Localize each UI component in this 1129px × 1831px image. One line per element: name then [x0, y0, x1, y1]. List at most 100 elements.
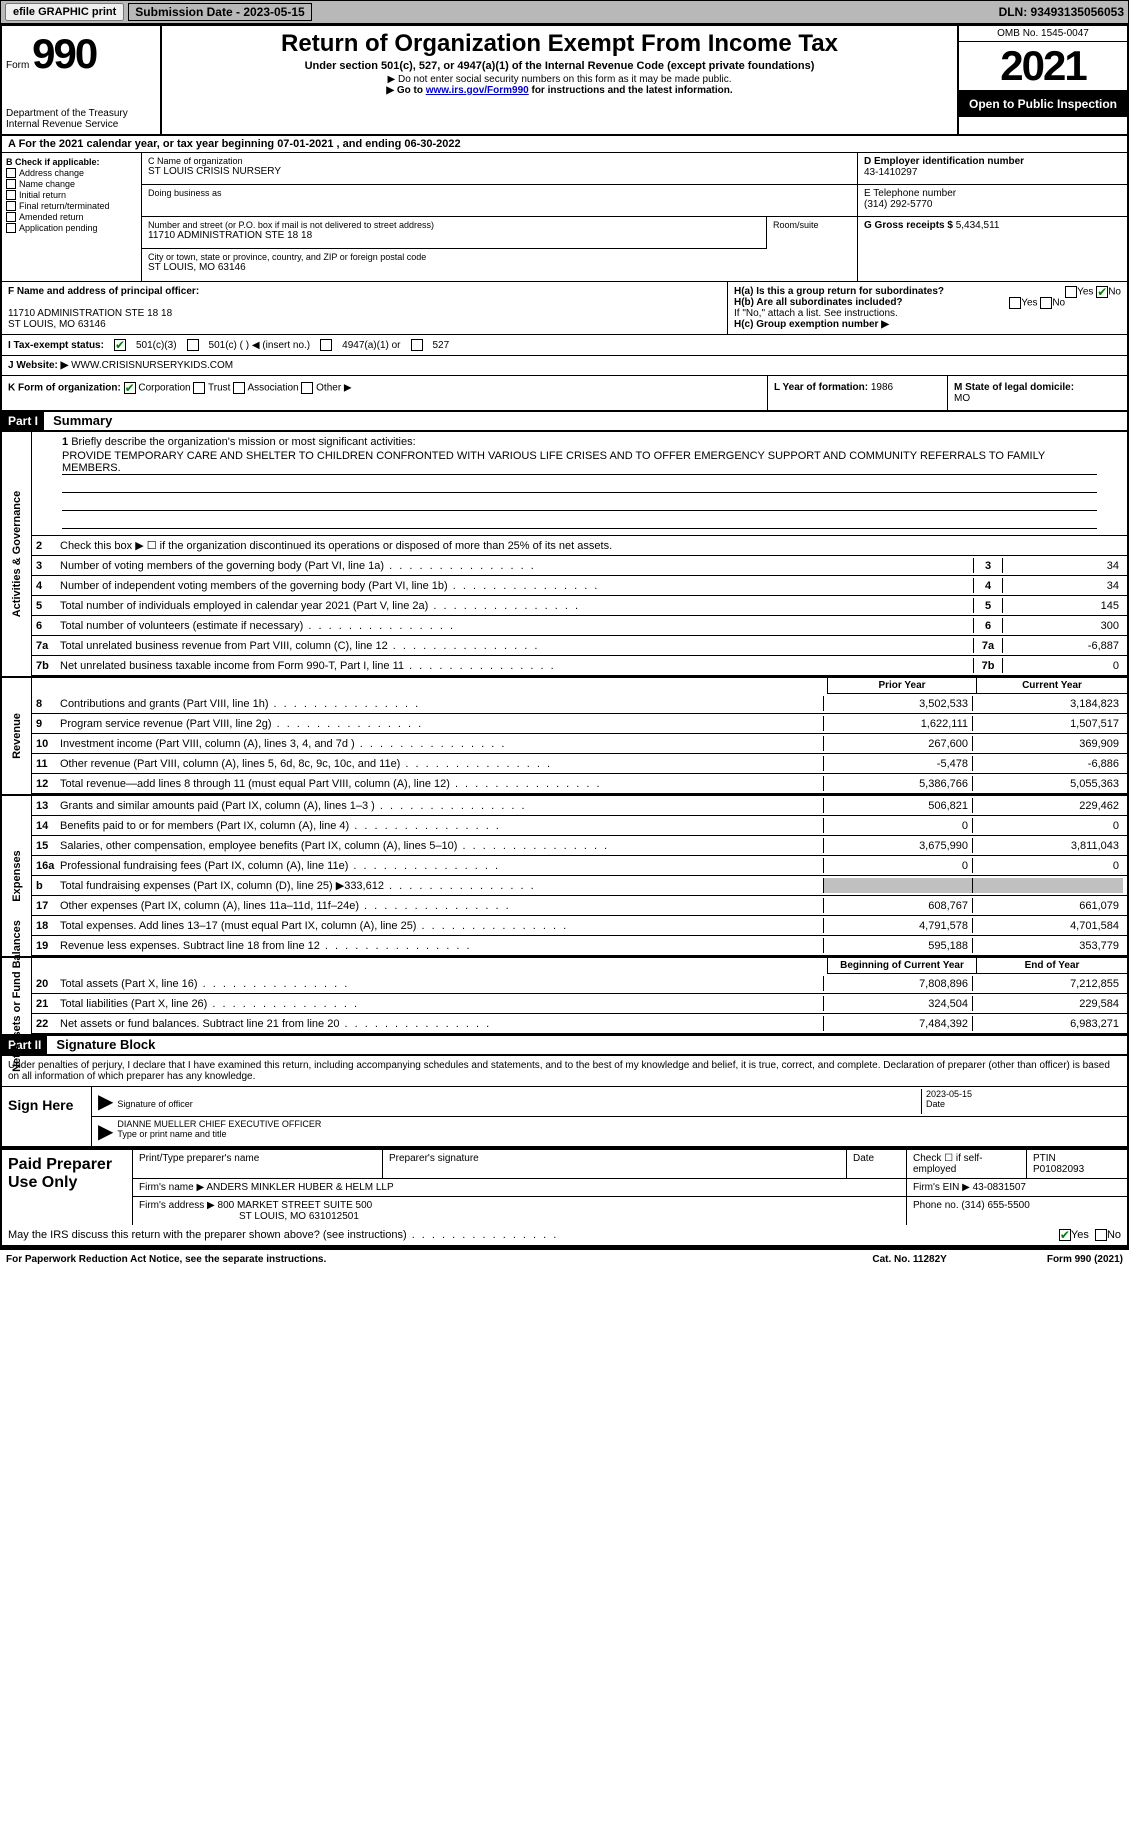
gross-receipts: 5,434,511 — [956, 220, 1000, 231]
line-11: 11Other revenue (Part VIII, column (A), … — [32, 754, 1127, 774]
hb-yes-checkbox[interactable] — [1009, 297, 1021, 309]
col-c-org-info: C Name of organization ST LOUIS CRISIS N… — [142, 153, 857, 281]
hb-label: H(b) Are all subordinates included? Yes … — [734, 297, 1121, 308]
checkbox-final-return-terminated[interactable]: Final return/terminated — [6, 201, 137, 211]
line-18: 18Total expenses. Add lines 13–17 (must … — [32, 916, 1127, 936]
activities-label: Activities & Governance — [2, 432, 32, 676]
hb-no-checkbox[interactable] — [1040, 297, 1052, 309]
org-name: ST LOUIS CRISIS NURSERY — [148, 166, 851, 177]
sign-here-label: Sign Here — [2, 1087, 92, 1146]
row-a-tax-year: A For the 2021 calendar year, or tax yea… — [2, 136, 1127, 153]
tax-year: 2021 — [959, 42, 1127, 91]
website-url: WWW.CRISISNURSERYKIDS.COM — [71, 360, 233, 371]
state-domicile: M State of legal domicile: MO — [947, 376, 1127, 410]
city-label: City or town, state or province, country… — [148, 252, 851, 262]
firm-ein-label: Firm's EIN ▶ — [913, 1182, 973, 1193]
date-label: Date — [926, 1099, 945, 1109]
line-4: 4Number of independent voting members of… — [32, 576, 1127, 596]
net-assets-label: Net Assets or Fund Balances — [2, 958, 32, 1034]
ein: 43-1410297 — [864, 167, 1121, 178]
checkbox-application-pending[interactable]: Application pending — [6, 223, 137, 233]
line-2: Check this box ▶ ☐ if the organization d… — [60, 539, 1123, 552]
arrow-icon: ▶ — [98, 1119, 113, 1144]
checkbox-amended-return[interactable]: Amended return — [6, 212, 137, 222]
discuss-no-checkbox[interactable] — [1095, 1229, 1107, 1241]
submission-date: Submission Date - 2023-05-15 — [128, 3, 311, 21]
efile-print-button[interactable]: efile GRAPHIC print — [5, 3, 124, 21]
omb-number: OMB No. 1545-0047 — [959, 26, 1127, 42]
firm-name-label: Firm's name ▶ — [139, 1182, 206, 1193]
firm-addr1: 800 MARKET STREET SUITE 500 — [218, 1200, 373, 1211]
part-1-title: Summary — [47, 411, 118, 430]
527-checkbox[interactable] — [411, 339, 423, 351]
org-name-label: C Name of organization — [148, 156, 851, 166]
open-to-public: Open to Public Inspection — [959, 91, 1127, 117]
checkbox-initial-return[interactable]: Initial return — [6, 190, 137, 200]
phone-label: E Telephone number — [864, 188, 1121, 199]
line-16a: 16aProfessional fundraising fees (Part I… — [32, 856, 1127, 876]
line-b: bTotal fundraising expenses (Part IX, co… — [32, 876, 1127, 896]
dept-label: Department of the Treasury Internal Reve… — [6, 108, 156, 130]
city-state-zip: ST LOUIS, MO 63146 — [148, 262, 851, 273]
ptin: P01082093 — [1033, 1164, 1084, 1175]
gross-receipts-label: G Gross receipts $ — [864, 220, 956, 231]
line-12: 12Total revenue—add lines 8 through 11 (… — [32, 774, 1127, 794]
form-header: Form 990 Department of the Treasury Inte… — [2, 26, 1127, 136]
col-b-checkboxes: B Check if applicable: Address changeNam… — [2, 153, 142, 281]
sig-date: 2023-05-15 — [926, 1089, 972, 1099]
other-checkbox[interactable] — [301, 382, 313, 394]
officer-name: DIANNE MUELLER CHIEF EXECUTIVE OFFICER — [117, 1119, 321, 1129]
page-footer: For Paperwork Reduction Act Notice, see … — [0, 1248, 1129, 1269]
assoc-checkbox[interactable] — [233, 382, 245, 394]
discuss-yes-checkbox[interactable] — [1059, 1229, 1071, 1241]
hc-label: H(c) Group exemption number ▶ — [734, 319, 1121, 330]
line-17: 17Other expenses (Part IX, column (A), l… — [32, 896, 1127, 916]
col-b-label: B Check if applicable: — [6, 157, 137, 167]
street-label: Number and street (or P.O. box if mail i… — [148, 220, 760, 230]
checkbox-name-change[interactable]: Name change — [6, 179, 137, 189]
sig-officer-label: Signature of officer — [117, 1099, 192, 1109]
part-2-title: Signature Block — [50, 1035, 161, 1054]
form-990: Form 990 Department of the Treasury Inte… — [0, 24, 1129, 1248]
hb-note: If "No," attach a list. See instructions… — [734, 308, 1121, 319]
perjury-declaration: Under penalties of perjury, I declare th… — [2, 1056, 1127, 1086]
ha-no-checkbox[interactable] — [1096, 286, 1108, 298]
phone: (314) 292-5770 — [864, 199, 1121, 210]
line-7b: 7bNet unrelated business taxable income … — [32, 656, 1127, 676]
line-6: 6Total number of volunteers (estimate if… — [32, 616, 1127, 636]
501c-checkbox[interactable] — [187, 339, 199, 351]
form-label: Form — [6, 60, 29, 71]
preparer-name-label: Print/Type preparer's name — [133, 1150, 383, 1178]
checkbox-address-change[interactable]: Address change — [6, 168, 137, 178]
corp-checkbox[interactable] — [124, 382, 136, 394]
mission-text: PROVIDE TEMPORARY CARE AND SHELTER TO CH… — [62, 450, 1097, 475]
firm-addr-label: Firm's address ▶ — [139, 1200, 218, 1211]
trust-checkbox[interactable] — [193, 382, 205, 394]
line-8: 8Contributions and grants (Part VIII, li… — [32, 694, 1127, 714]
line-15: 15Salaries, other compensation, employee… — [32, 836, 1127, 856]
room-label: Room/suite — [767, 217, 857, 249]
form-subtitle: Under section 501(c), 527, or 4947(a)(1)… — [166, 60, 953, 72]
dba-label: Doing business as — [148, 188, 851, 198]
ptin-label: PTIN — [1033, 1153, 1056, 1164]
4947-checkbox[interactable] — [320, 339, 332, 351]
line-3: 3Number of voting members of the governi… — [32, 556, 1127, 576]
end-year-header: End of Year — [977, 958, 1127, 974]
line-20: 20Total assets (Part X, line 16)7,808,89… — [32, 974, 1127, 994]
part-2-header: Part II — [2, 1036, 47, 1054]
preparer-date-label: Date — [847, 1150, 907, 1178]
paperwork-notice: For Paperwork Reduction Act Notice, see … — [6, 1254, 872, 1265]
self-employed-check: Check ☐ if self-employed — [907, 1150, 1027, 1178]
officer-addr1: 11710 ADMINISTRATION STE 18 18 — [8, 308, 721, 319]
irs-link[interactable]: www.irs.gov/Form990 — [426, 85, 529, 96]
dln: DLN: 93493135056053 — [999, 5, 1124, 19]
row-k-form-org: K Form of organization: Corporation Trus… — [2, 376, 767, 410]
ha-yes-checkbox[interactable] — [1065, 286, 1077, 298]
line-10: 10Investment income (Part VIII, column (… — [32, 734, 1127, 754]
revenue-label: Revenue — [2, 678, 32, 794]
current-year-header: Current Year — [977, 678, 1127, 694]
501c3-checkbox[interactable] — [114, 339, 126, 351]
topbar: efile GRAPHIC print Submission Date - 20… — [0, 0, 1129, 24]
firm-phone: (314) 655-5500 — [961, 1200, 1029, 1211]
form-number: 990 — [32, 30, 96, 77]
